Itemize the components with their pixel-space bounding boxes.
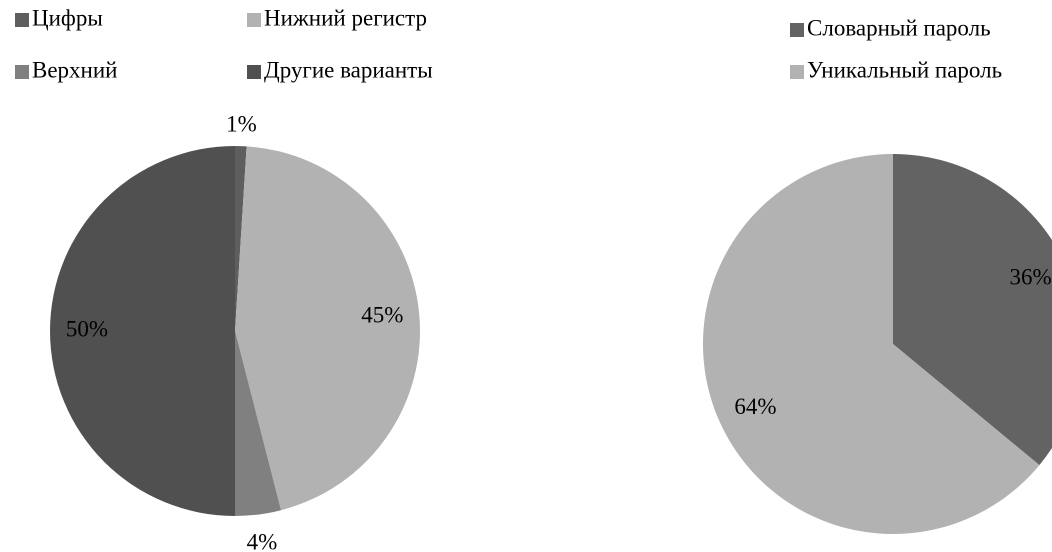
legend-label: Другие варианты [264, 57, 433, 82]
legend-label: Цифры [32, 5, 103, 30]
legend-swatch [15, 65, 29, 79]
legend-label: Нижний регистр [264, 5, 427, 30]
data-label: 4% [247, 530, 278, 552]
legend-swatch [790, 65, 804, 79]
data-label: 1% [226, 111, 257, 136]
data-label: 36% [1009, 265, 1051, 290]
pie-slice [702, 154, 1040, 535]
pie-slice [235, 146, 421, 511]
legend-swatch [247, 13, 261, 27]
pie-slice [235, 146, 247, 331]
pie-slice [235, 331, 282, 516]
data-label: 45% [361, 302, 403, 327]
data-label: 50% [66, 316, 108, 341]
legend-swatch [15, 13, 29, 27]
pie-slice [50, 146, 235, 516]
legend-swatch [790, 23, 804, 37]
legend-label: Верхний [32, 57, 117, 82]
pie-slice [893, 154, 1052, 466]
legend-label: Словарный пароль [807, 15, 991, 40]
legend-label: Уникальный пароль [807, 57, 1002, 82]
legend-swatch [247, 65, 261, 79]
data-label: 64% [734, 394, 776, 419]
